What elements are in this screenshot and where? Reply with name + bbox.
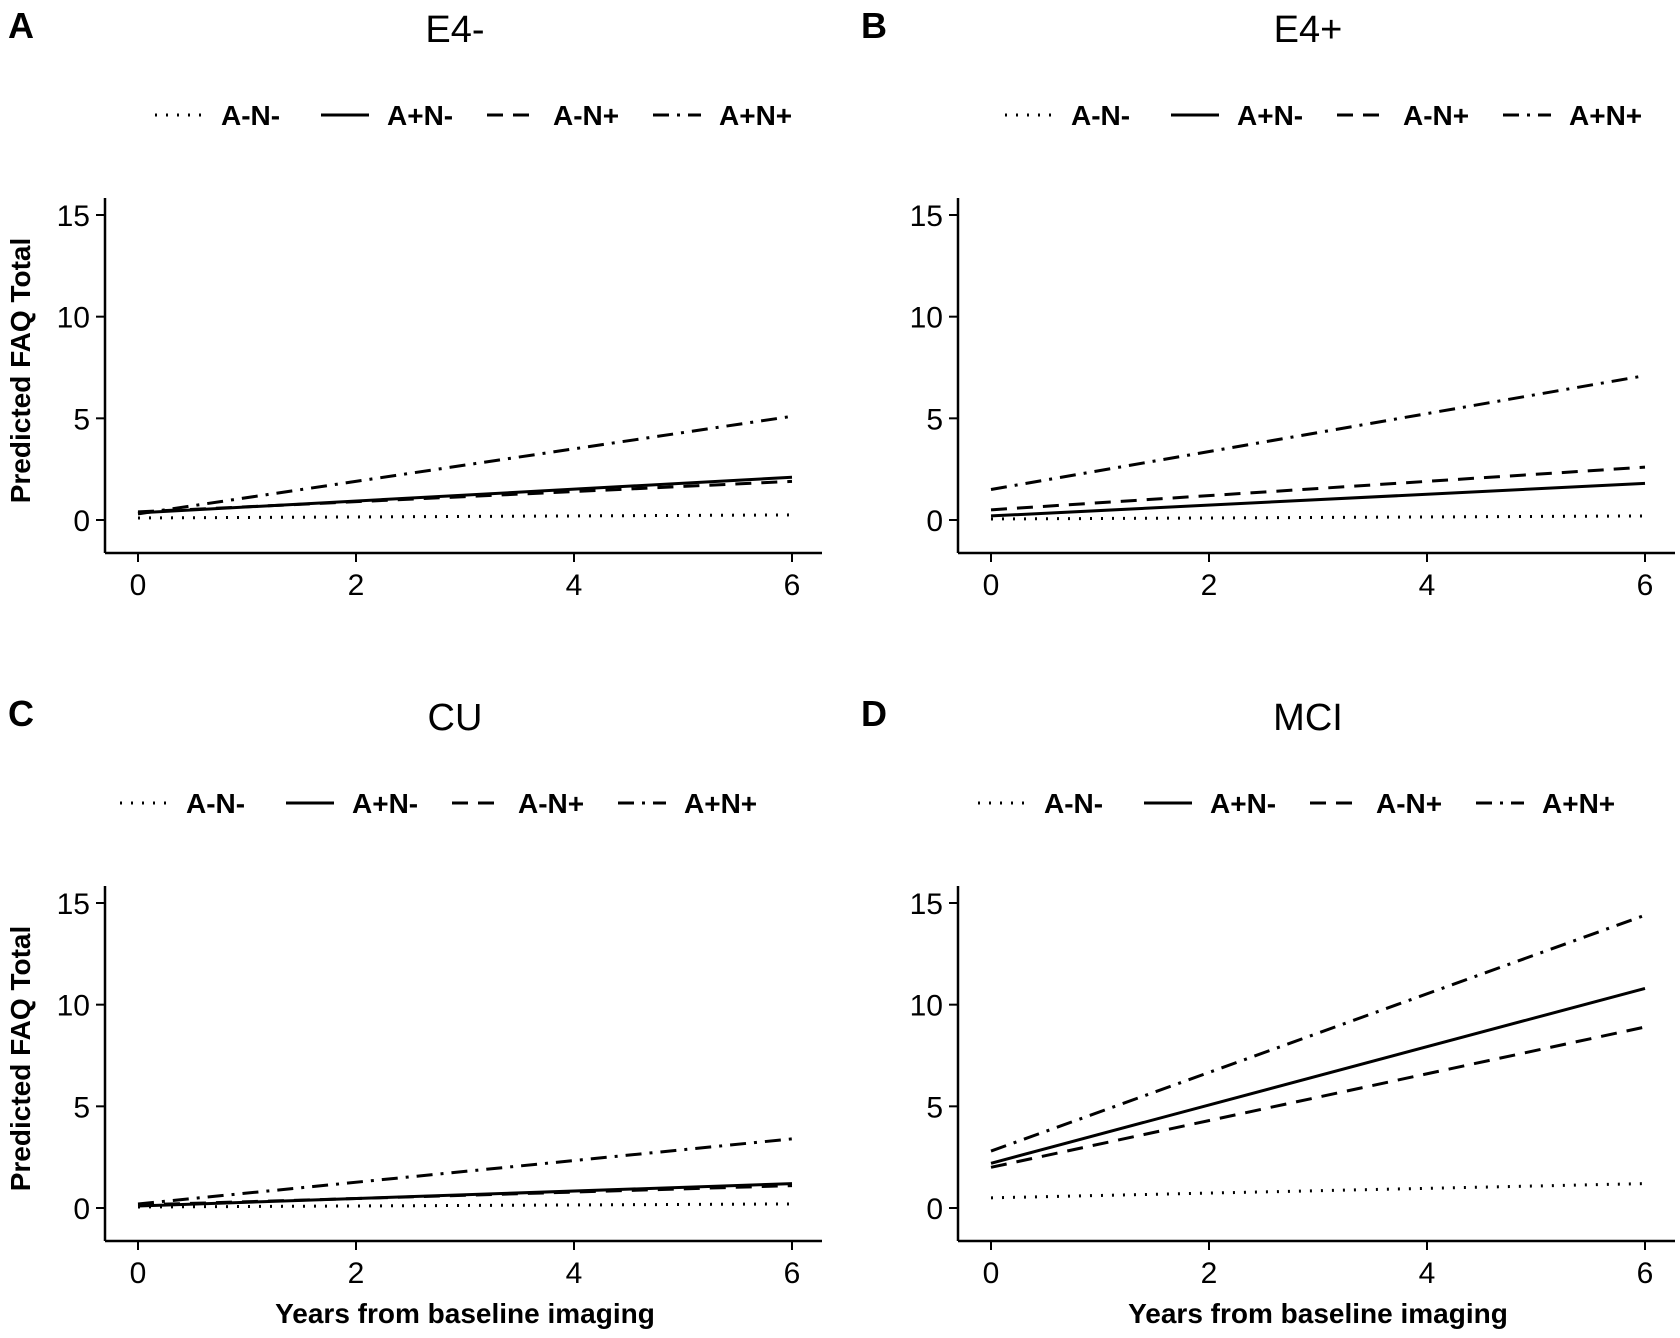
legend-label-anegnneg: A-N- [1071, 100, 1130, 131]
legend: A-N- A+N- A-N+ A+N+ [120, 788, 757, 819]
y-tick-label: 10 [910, 302, 943, 335]
y-tick-label: 5 [73, 1091, 90, 1124]
series-line-aposnpos [990, 374, 1646, 491]
x-tick-label: 6 [784, 569, 801, 602]
y-tick-label: 0 [926, 505, 943, 538]
y-axis-title: Predicted FAQ Total [5, 926, 36, 1192]
x-tick-label: 6 [1637, 1257, 1654, 1290]
legend-label-aposnpos: A+N+ [1569, 100, 1642, 131]
x-tick-label: 0 [983, 1257, 1000, 1290]
series-line-aposnneg [137, 475, 793, 515]
x-tick-label: 6 [1637, 569, 1654, 602]
x-tick-label: 2 [348, 1257, 365, 1290]
panel-d: D MCI A-N- A+N- A-N+ A+N+ 0 5 10 15 0 2 4 6 Years from… [861, 693, 1675, 1329]
panel-letter: A [8, 5, 34, 46]
series-line-anegnneg [990, 1182, 1646, 1200]
x-axis-title: Years from baseline imaging [275, 1298, 655, 1329]
legend: A-N- A+N- A-N+ A+N+ [1005, 100, 1642, 131]
series-line-anegnpos [137, 1184, 793, 1207]
y-axis-title: Predicted FAQ Total [5, 238, 36, 504]
legend-label-anegnpos: A-N+ [553, 100, 619, 131]
x-tick-label: 0 [130, 1257, 147, 1290]
series-line-anegnpos [990, 1025, 1646, 1169]
legend-label-aposnneg: A+N- [352, 788, 418, 819]
y-tick-label: 0 [73, 1193, 90, 1226]
panel-title: E4+ [1274, 9, 1343, 51]
x-tick-label: 4 [1419, 1257, 1436, 1290]
y-tick-label: 5 [926, 1091, 943, 1124]
x-tick-label: 2 [1201, 569, 1218, 602]
panel-b: B E4+ A-N- A+N- A-N+ A+N+ 0 5 10 15 0 2 4 6 [861, 5, 1675, 602]
panel-c: C CU A-N- A+N- A-N+ A+N+ 0 5 10 15 0 2 4 6 Predicted F… [5, 693, 822, 1329]
x-tick-label: 2 [348, 569, 365, 602]
series-line-anegnneg [990, 514, 1646, 521]
series-line-aposnpos [137, 414, 793, 516]
legend-label-anegnpos: A-N+ [1376, 788, 1442, 819]
y-tick-label: 10 [57, 990, 90, 1023]
panel-title: CU [428, 697, 483, 739]
y-tick-label: 10 [57, 302, 90, 335]
series-line-aposnpos [137, 1137, 793, 1206]
legend-label-aposnneg: A+N- [1210, 788, 1276, 819]
panel-letter: C [8, 693, 34, 734]
x-tick-label: 0 [130, 569, 147, 602]
panel-a: A E4- A-N- A+N- A-N+ A+N+ 0 5 10 15 0 2 4 6 Predicted … [5, 5, 822, 602]
legend-label-aposnneg: A+N- [387, 100, 453, 131]
y-tick-label: 0 [926, 1193, 943, 1226]
legend: A-N- A+N- A-N+ A+N+ [155, 100, 792, 131]
legend-label-anegnpos: A-N+ [518, 788, 584, 819]
legend-label-anegnpos: A-N+ [1403, 100, 1469, 131]
panel-title: MCI [1273, 697, 1343, 739]
panel-letter: D [861, 693, 887, 734]
legend-label-aposnpos: A+N+ [1542, 788, 1615, 819]
legend-label-anegnneg: A-N- [221, 100, 280, 131]
legend-label-anegnneg: A-N- [1044, 788, 1103, 819]
panel-letter: B [861, 5, 887, 46]
y-tick-label: 5 [926, 403, 943, 436]
series-line-anegnpos [137, 479, 793, 514]
series-line-anegnneg [137, 513, 793, 520]
x-tick-label: 4 [566, 1257, 583, 1290]
y-tick-label: 5 [73, 403, 90, 436]
legend-label-aposnneg: A+N- [1237, 100, 1303, 131]
series-line-aposnneg [990, 481, 1646, 518]
legend-label-aposnpos: A+N+ [719, 100, 792, 131]
x-tick-label: 4 [566, 569, 583, 602]
y-tick-label: 15 [57, 200, 90, 233]
series-line-anegnpos [990, 465, 1646, 512]
panel-title: E4- [425, 9, 484, 51]
series-line-anegnneg [137, 1202, 793, 1209]
y-tick-label: 0 [73, 505, 90, 538]
legend-label-aposnpos: A+N+ [684, 788, 757, 819]
y-tick-label: 10 [910, 990, 943, 1023]
x-tick-label: 2 [1201, 1257, 1218, 1290]
y-tick-label: 15 [910, 200, 943, 233]
series-line-aposnpos [990, 913, 1646, 1153]
y-tick-label: 15 [910, 888, 943, 921]
legend-label-anegnneg: A-N- [186, 788, 245, 819]
x-tick-label: 0 [983, 569, 1000, 602]
x-tick-label: 4 [1419, 569, 1436, 602]
x-axis-title: Years from baseline imaging [1128, 1298, 1508, 1329]
series-line-aposnneg [990, 986, 1646, 1165]
legend: A-N- A+N- A-N+ A+N+ [978, 788, 1615, 819]
y-tick-label: 15 [57, 888, 90, 921]
x-tick-label: 6 [784, 1257, 801, 1290]
